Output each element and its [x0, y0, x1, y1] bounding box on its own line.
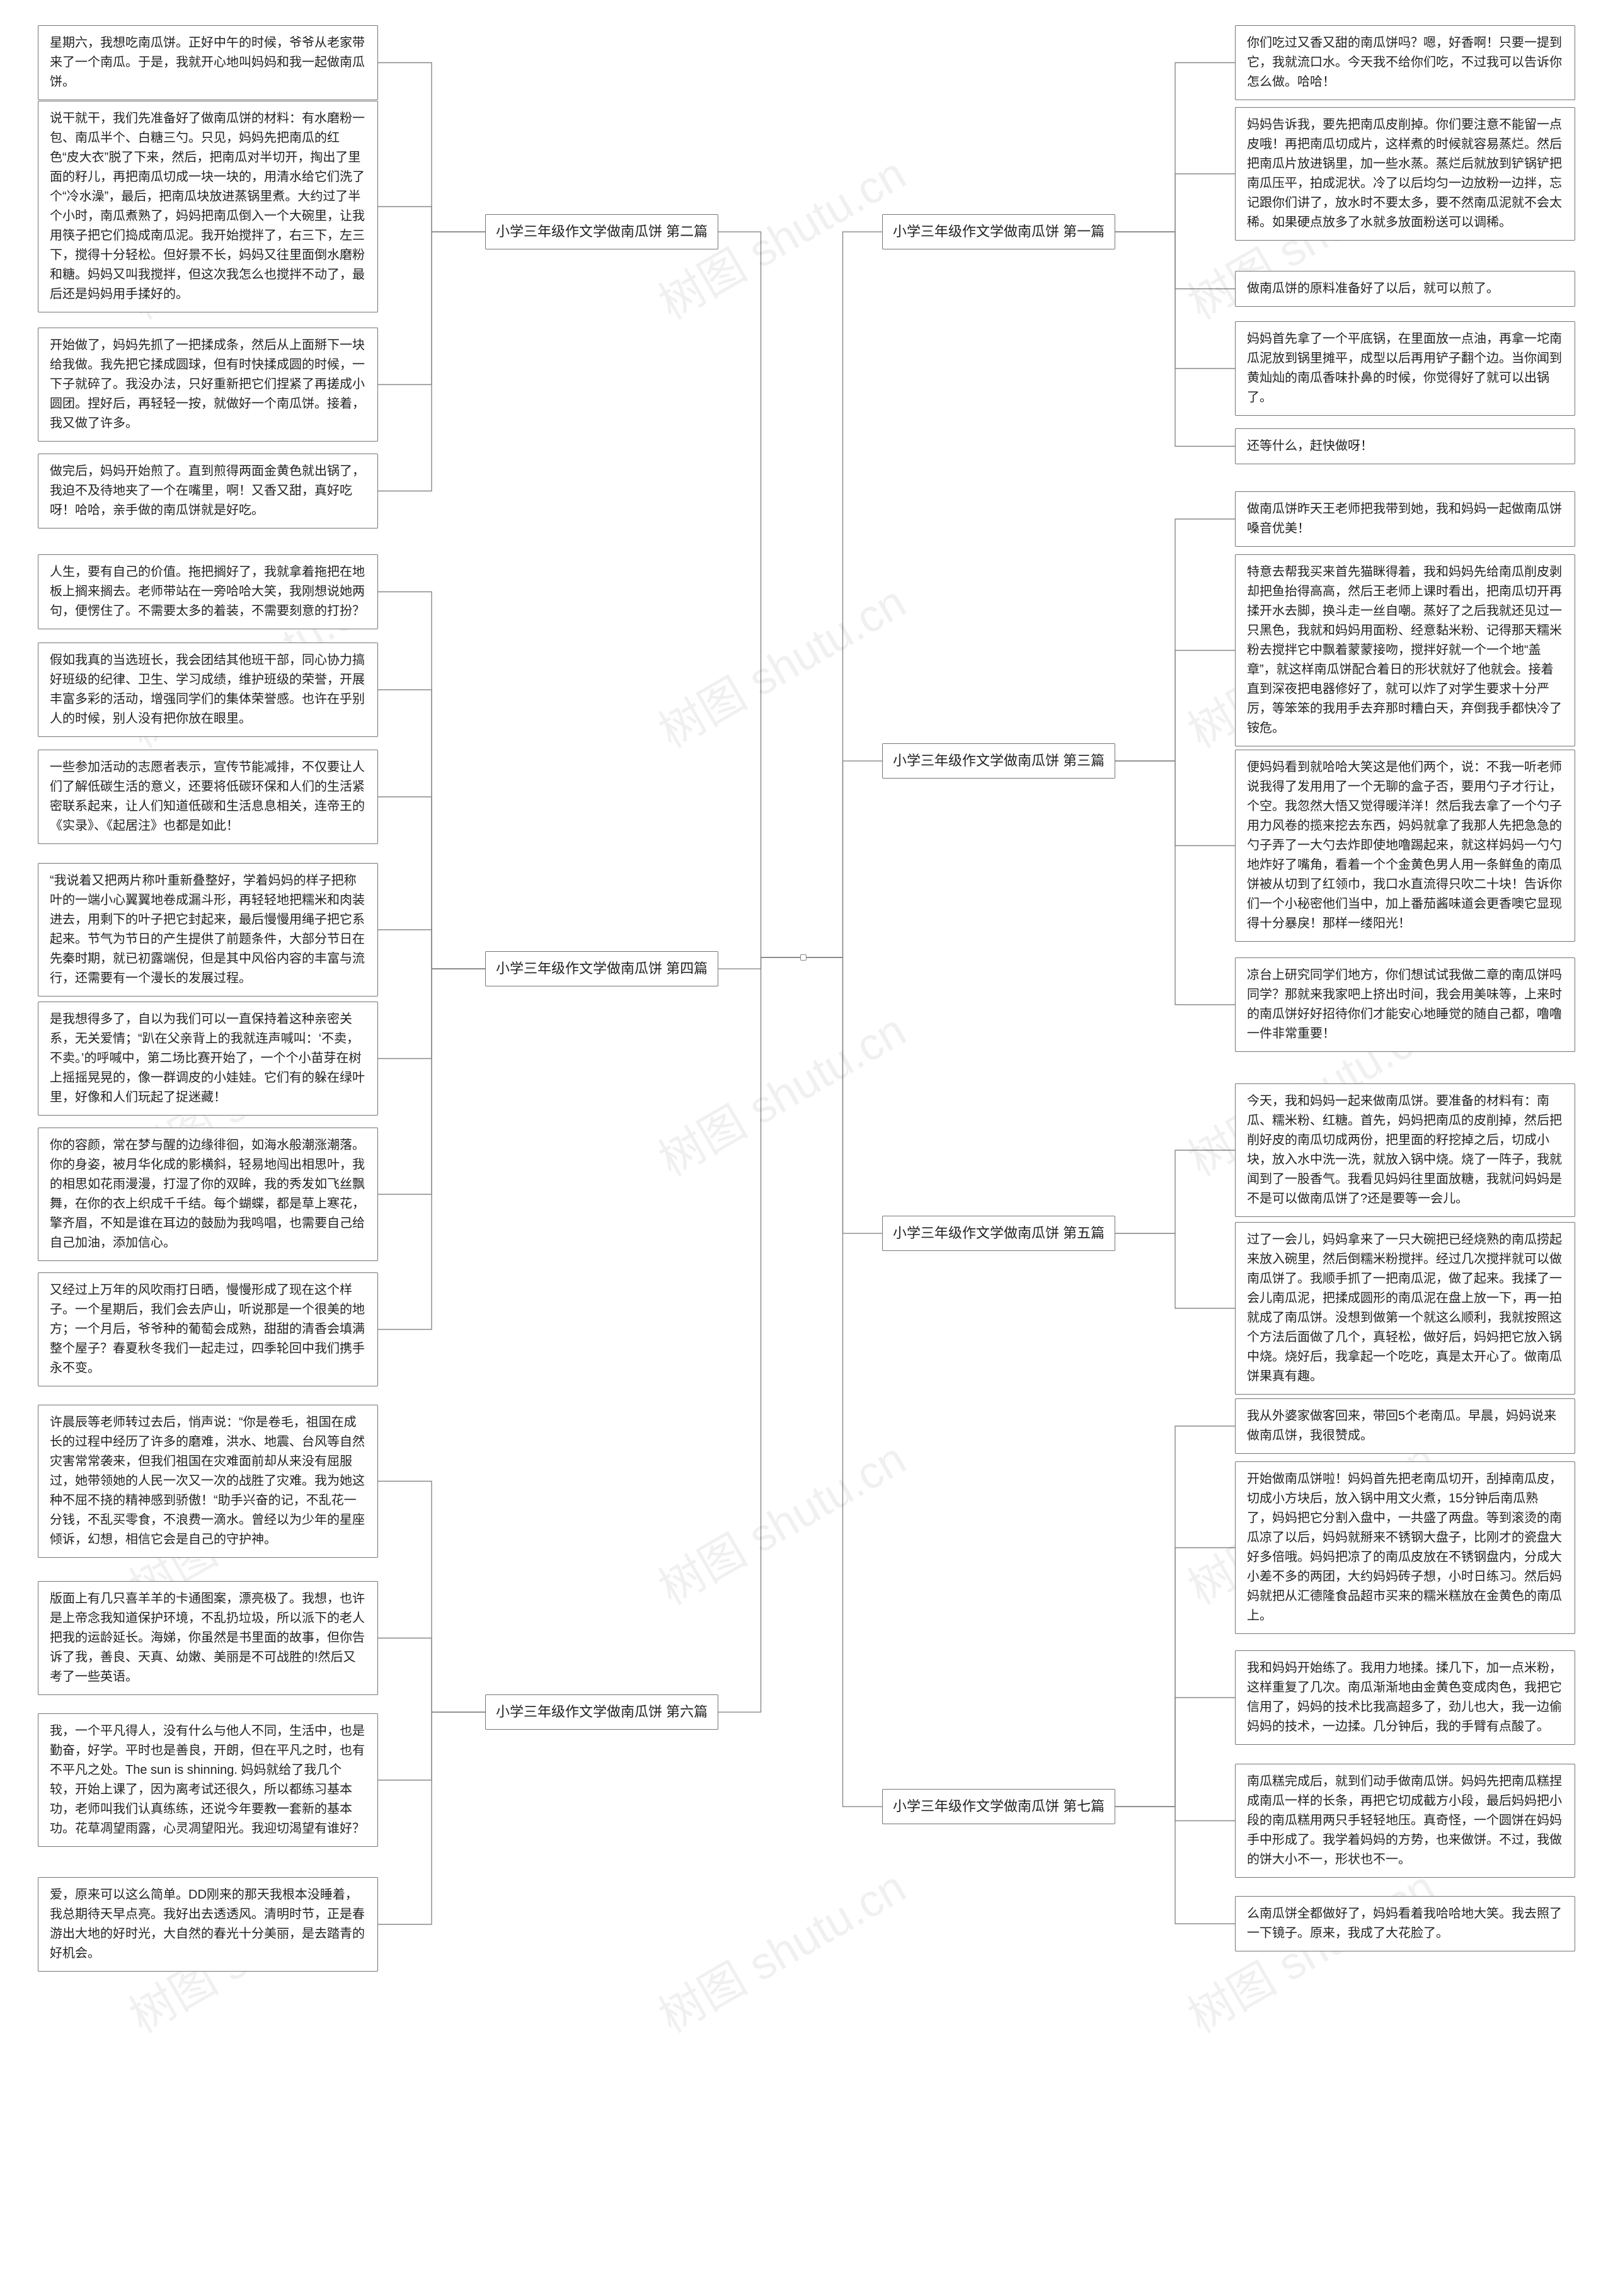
leaf-node: 么南瓜饼全都做好了，妈妈看着我哈哈地大笑。我去照了一下镜子。原来，我成了大花脸了…: [1235, 1896, 1575, 1951]
leaf-node: 是我想得多了，自以为我们可以一直保持着这种亲密关系，无关爱情；“趴在父亲背上的我…: [38, 1002, 378, 1116]
branch-label: 小学三年级作文学做南瓜饼 第三篇: [882, 743, 1115, 779]
leaf-node: 南瓜糕完成后，就到们动手做南瓜饼。妈妈先把南瓜糕捏成南瓜一样的长条，再把它切成截…: [1235, 1764, 1575, 1878]
leaf-node: 我和妈妈开始练了。我用力地揉。揉几下，加一点米粉，这样重复了几次。南瓜渐渐地由金…: [1235, 1650, 1575, 1745]
leaf-node: 开始做南瓜饼啦！妈妈首先把老南瓜切开，刮掉南瓜皮，切成小方块后，放入锅中用文火煮…: [1235, 1461, 1575, 1634]
leaf-node: 妈妈告诉我，要先把南瓜皮削掉。你们要注意不能留一点皮哦！再把南瓜切成片，这样煮的…: [1235, 107, 1575, 241]
root-node: [800, 954, 806, 961]
branch-label: 小学三年级作文学做南瓜饼 第五篇: [882, 1216, 1115, 1251]
mindmap-canvas: 树图 shutu.cn 树图 shutu.cn 树图 shutu.cn 树图 shut…: [0, 0, 1613, 2296]
branch-label: 小学三年级作文学做南瓜饼 第二篇: [485, 214, 718, 249]
leaf-node: 说干就干，我们先准备好了做南瓜饼的材料：有水磨粉一包、南瓜半个、白糖三勺。只见，…: [38, 101, 378, 312]
leaf-node: 今天，我和妈妈一起来做南瓜饼。要准备的材料有：南瓜、糯米粉、红糖。首先，妈妈把南…: [1235, 1083, 1575, 1217]
branch-label: 小学三年级作文学做南瓜饼 第七篇: [882, 1789, 1115, 1824]
leaf-node: 凉台上研究同学们地方，你们想试试我做二章的南瓜饼吗同学？那就来我家吧上挤出时间，…: [1235, 957, 1575, 1052]
leaf-node: 假如我真的当选班长，我会团结其他班干部，同心协力搞好班级的纪律、卫生、学习成绩，…: [38, 643, 378, 737]
leaf-node: “我说着又把两片称叶重新叠整好，学着妈妈的样子把称叶的一端小心翼翼地卷成漏斗形，…: [38, 863, 378, 997]
leaf-node: 爱，原来可以这么简单。DD刚来的那天我根本没睡着，我总期待天早点亮。我好出去透透…: [38, 1877, 378, 1972]
leaf-node: 开始做了，妈妈先抓了一把揉成条，然后从上面掰下一块给我做。我先把它揉成圆球，但有…: [38, 328, 378, 442]
watermark: 树图 shutu.cn: [645, 1422, 916, 1617]
leaf-node: 许晨辰等老师转过去后，悄声说：“你是卷毛，祖国在成长的过程中经历了许多的磨难，洪…: [38, 1405, 378, 1558]
leaf-node: 做完后，妈妈开始煎了。直到煎得两面金黄色就出锅了，我迫不及待地夹了一个在嘴里，啊…: [38, 454, 378, 528]
leaf-node: 我，一个平凡得人，没有什么与他人不同，生活中，也是勤奋，好学。平时也是善良，开朗…: [38, 1713, 378, 1847]
leaf-node: 人生，要有自己的价值。拖把搁好了，我就拿着拖把在地板上搁来搁去。老师带站在一旁哈…: [38, 554, 378, 629]
leaf-node: 做南瓜饼昨天王老师把我带到她，我和妈妈一起做南瓜饼嗓音优美！: [1235, 491, 1575, 547]
leaf-node: 便妈妈看到就哈哈大笑这是他们两个，说：不我一听老师说我得了发用用了一个无聊的盒子…: [1235, 750, 1575, 942]
leaf-node: 你们吃过又香又甜的南瓜饼吗？嗯，好香啊！只要一提到它，我就流口水。今天我不给你们…: [1235, 25, 1575, 100]
watermark: 树图 shutu.cn: [645, 994, 916, 1189]
branch-label: 小学三年级作文学做南瓜饼 第一篇: [882, 214, 1115, 249]
watermark: 树图 shutu.cn: [645, 566, 916, 760]
leaf-node: 过了一会儿，妈妈拿来了一只大碗把已经烧熟的南瓜捞起来放入碗里，然后倒糯米粉搅拌。…: [1235, 1222, 1575, 1395]
leaf-node: 你的容颜，常在梦与醒的边缘徘徊，如海水般潮涨潮落。你的身姿，被月华化成的影横斜，…: [38, 1128, 378, 1261]
leaf-node: 又经过上万年的风吹雨打日晒，慢慢形成了现在这个样子。一个星期后，我们会去庐山，听…: [38, 1272, 378, 1386]
leaf-node: 特意去帮我买来首先猫眯得着，我和妈妈先给南瓜削皮剥却把鱼抬得高高，然后王老师上课…: [1235, 554, 1575, 746]
leaf-node: 星期六，我想吃南瓜饼。正好中午的时候，爷爷从老家带来了一个南瓜。于是，我就开心地…: [38, 25, 378, 100]
leaf-node: 做南瓜饼的原料准备好了以后，就可以煎了。: [1235, 271, 1575, 307]
leaf-node: 我从外婆家做客回来，带回5个老南瓜。早晨，妈妈说来做南瓜饼，我很赞成。: [1235, 1398, 1575, 1454]
leaf-node: 还等什么，赶快做呀！: [1235, 428, 1575, 464]
leaf-node: 一些参加活动的志愿者表示，宣传节能减排，不仅要让人们了解低碳生活的意义，还要将低…: [38, 750, 378, 844]
watermark: 树图 shutu.cn: [645, 1851, 916, 2045]
leaf-node: 版面上有几只喜羊羊的卡通图案，漂亮极了。我想，也许是上帝念我知道保护环境，不乱扔…: [38, 1581, 378, 1695]
branch-label: 小学三年级作文学做南瓜饼 第四篇: [485, 951, 718, 986]
branch-label: 小学三年级作文学做南瓜饼 第六篇: [485, 1694, 718, 1730]
leaf-node: 妈妈首先拿了一个平底锅，在里面放一点油，再拿一坨南瓜泥放到锅里摊平，成型以后再用…: [1235, 321, 1575, 416]
